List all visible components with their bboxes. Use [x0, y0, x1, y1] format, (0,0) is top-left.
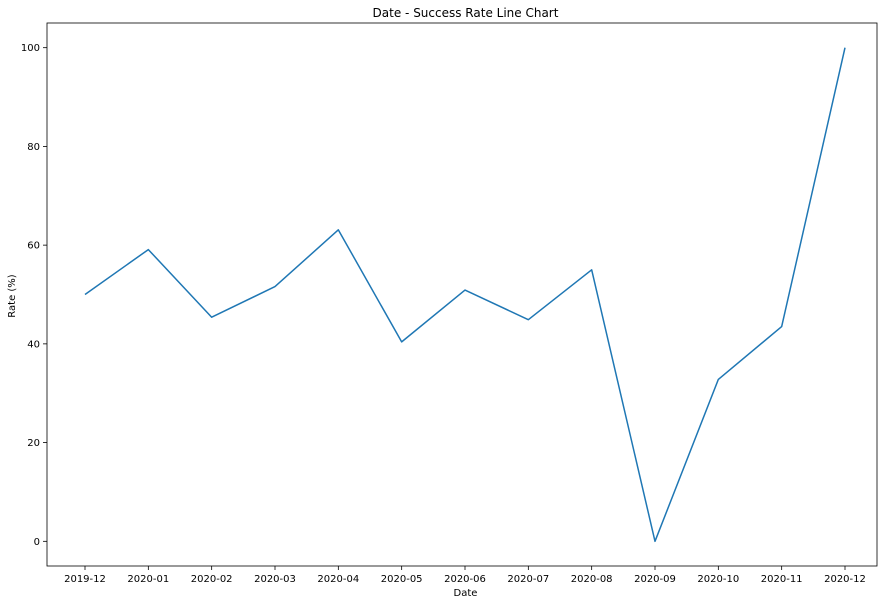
data-point [527, 318, 530, 321]
series-line [84, 47, 846, 543]
x-tick-label: 2020-01 [127, 574, 169, 585]
x-tick-label: 2020-08 [571, 574, 613, 585]
data-point [780, 325, 783, 328]
plot-area: 0 20 40 60 80 100 2019-12 2020-01 2020-02 2020-03… [21, 22, 878, 585]
chart-title: Date - Success Rate Line Chart [373, 6, 559, 20]
y-tick-label: 0 [34, 537, 40, 548]
y-tick-label: 20 [27, 438, 40, 449]
x-tick-label: 2020-11 [761, 574, 803, 585]
x-tick-label: 2020-07 [507, 574, 549, 585]
data-point [590, 268, 593, 271]
x-tick-label: 2020-05 [381, 574, 423, 585]
x-tick-label: 2020-10 [697, 574, 739, 585]
plot-frame [46, 22, 878, 567]
data-point [274, 285, 277, 288]
x-tick-label: 2020-03 [254, 574, 296, 585]
data-point [84, 293, 87, 296]
y-tick-label: 80 [27, 142, 40, 153]
data-point [147, 248, 150, 251]
x-tick-label: 2020-12 [824, 574, 866, 585]
x-tick-label: 2019-12 [64, 574, 106, 585]
data-point [337, 228, 340, 231]
x-axis-label: Date [454, 588, 478, 599]
x-tick-label: 2020-02 [191, 574, 233, 585]
x-tick-label: 2020-09 [634, 574, 676, 585]
data-point [717, 378, 720, 381]
y-tick-label: 100 [21, 43, 40, 54]
data-point [654, 540, 657, 543]
data-point [210, 316, 213, 319]
data-point [400, 340, 403, 343]
data-point [464, 289, 467, 292]
y-axis-label: Rate (%) [7, 274, 18, 318]
x-tick-label: 2020-06 [444, 574, 486, 585]
y-tick-label: 60 [27, 241, 40, 252]
data-point [844, 46, 847, 49]
y-tick-label: 40 [27, 339, 40, 350]
x-tick-label: 2020-04 [317, 574, 359, 585]
